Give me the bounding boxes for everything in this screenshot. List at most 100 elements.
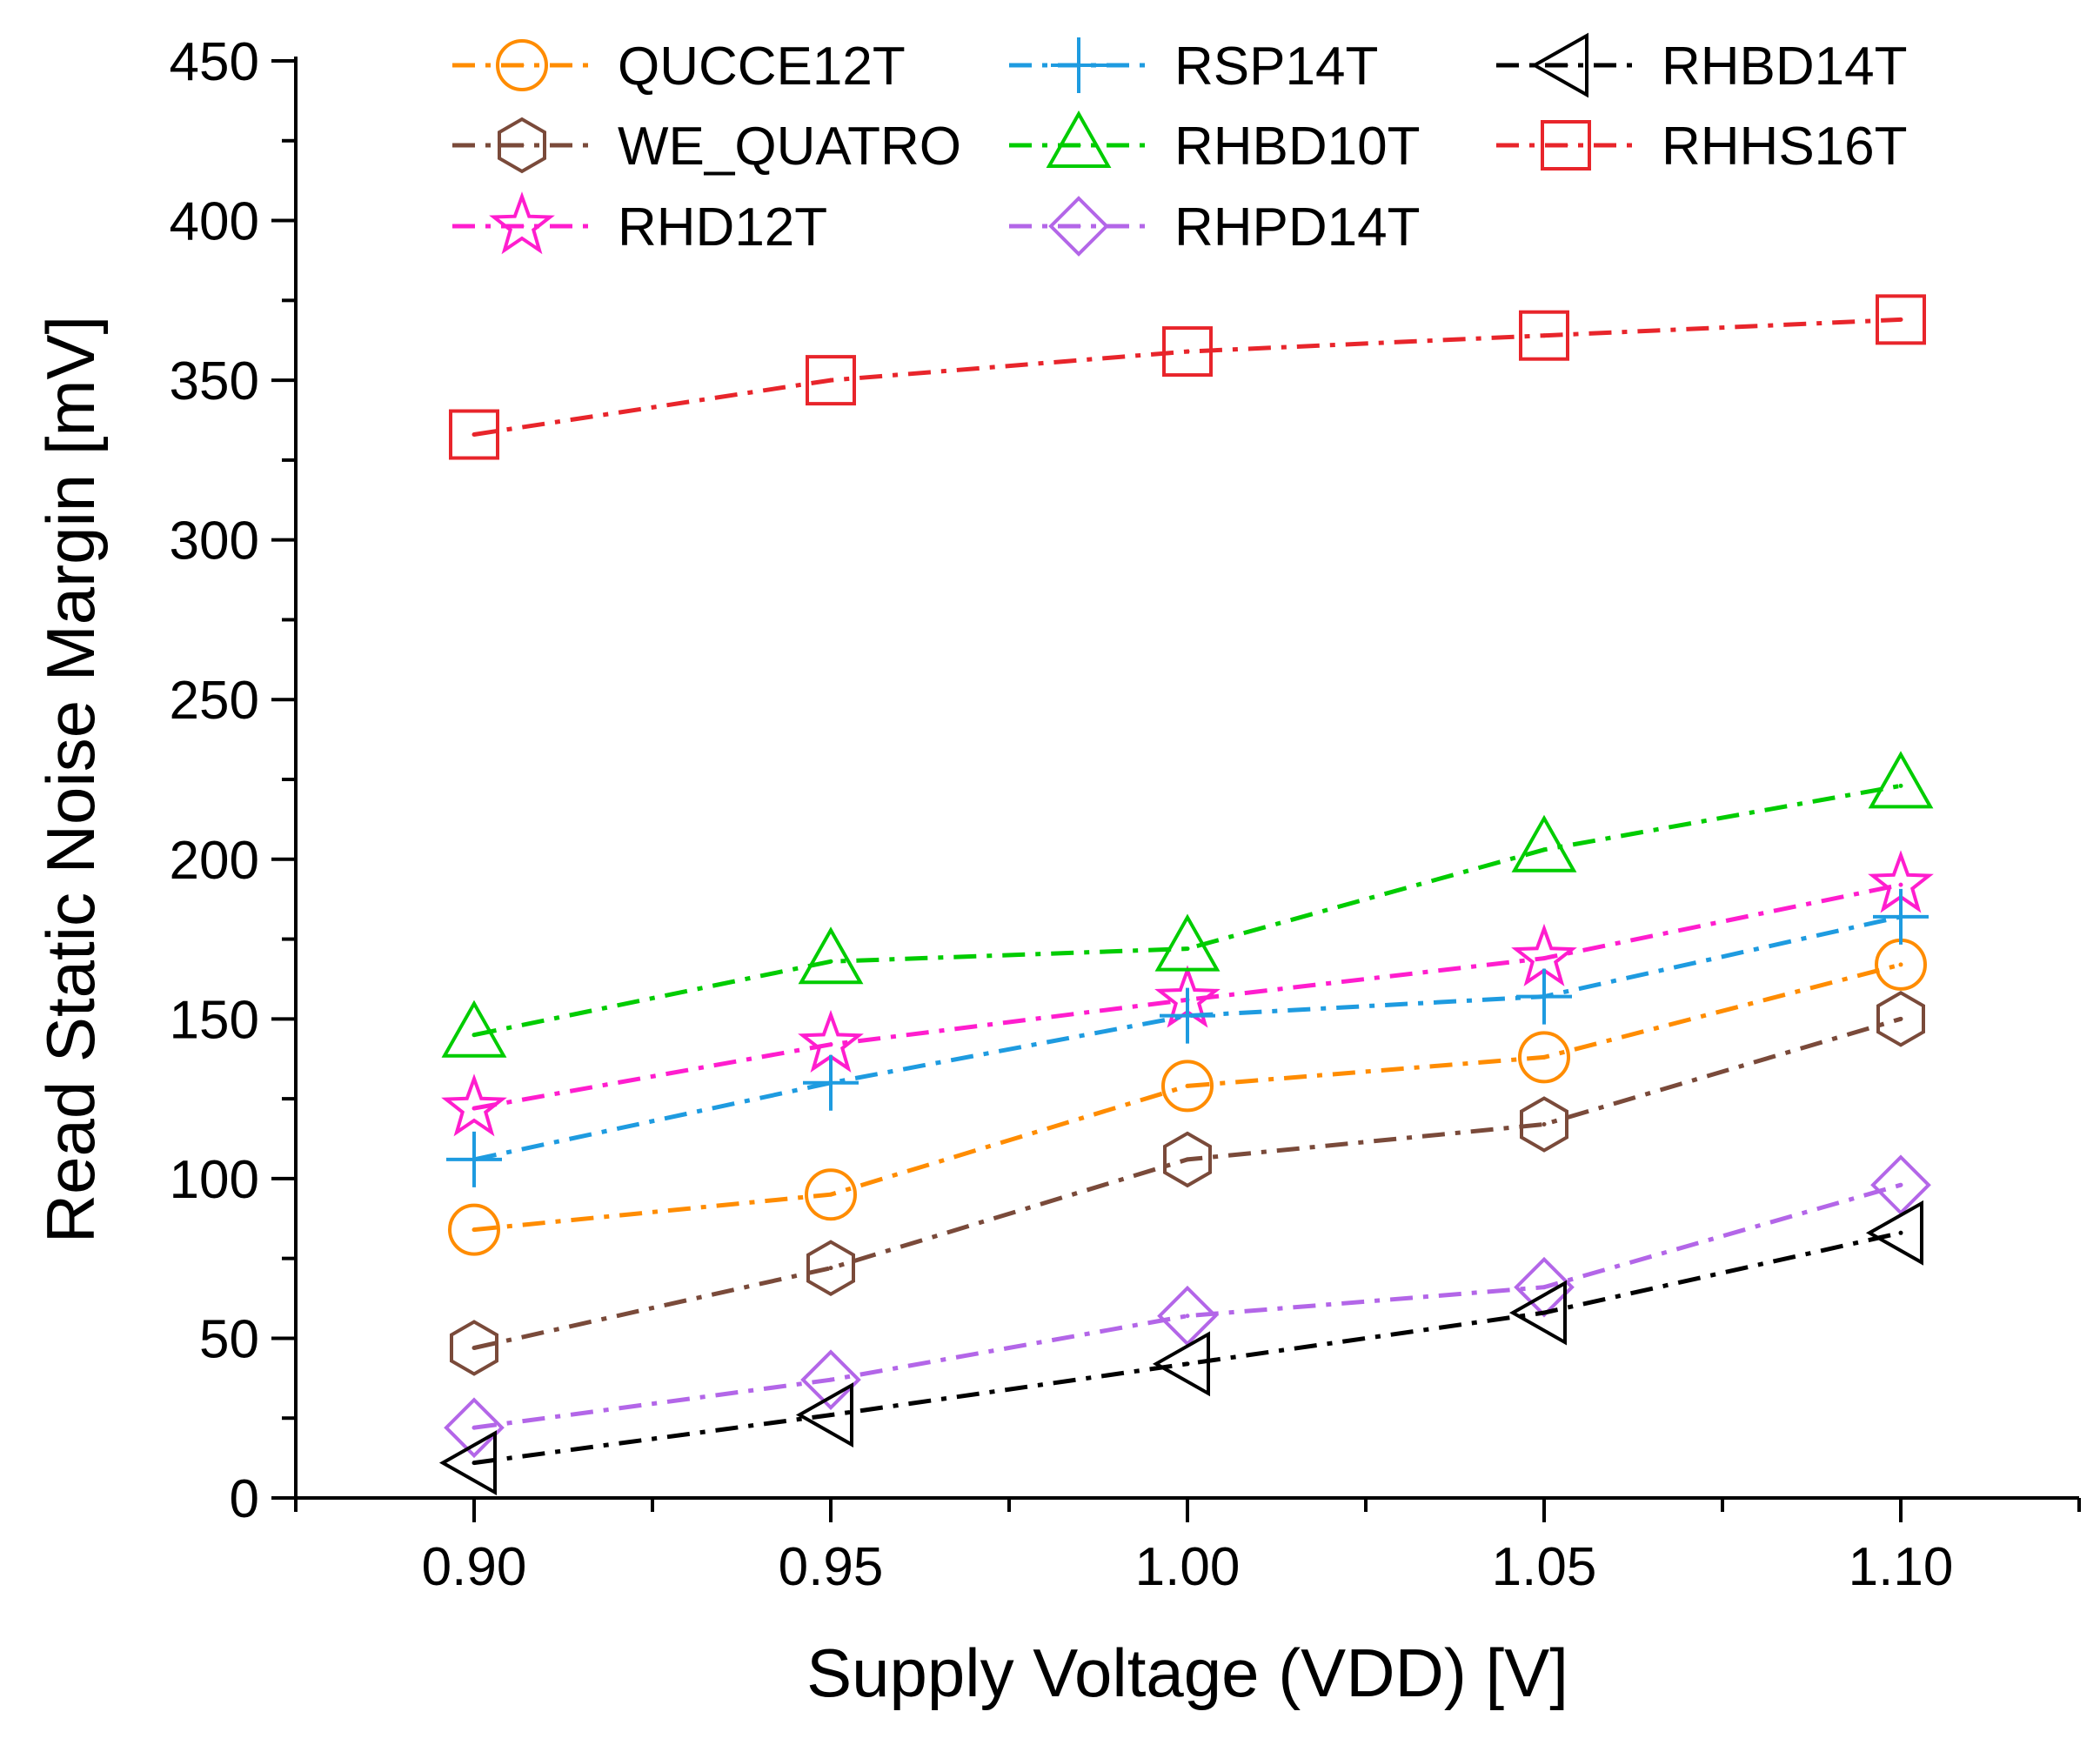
data-point	[800, 1349, 861, 1410]
legend-marker	[496, 39, 548, 91]
series-rsp14t	[446, 888, 1929, 1187]
legend-marker	[1046, 110, 1112, 168]
data-point	[1511, 814, 1577, 872]
data-point	[1519, 310, 1569, 361]
data-point-center	[1542, 1310, 1547, 1315]
data-point	[1157, 1285, 1218, 1347]
series-we-quatro	[450, 990, 1925, 1376]
data-point-center	[1185, 1013, 1190, 1019]
data-point	[1161, 1060, 1214, 1113]
legend-marker-center	[1563, 63, 1568, 68]
data-point-center	[471, 1345, 477, 1350]
data-point	[1162, 326, 1213, 378]
data-point	[806, 355, 856, 406]
series-rhpd14t	[444, 1154, 1931, 1459]
y-axis-title: Read Static Noise Margin [mV]	[32, 316, 109, 1243]
y-tick-label: 250	[170, 671, 259, 731]
data-point	[1152, 1331, 1210, 1397]
data-point-center	[828, 1080, 833, 1086]
legend-item: RHBD14T	[1496, 32, 1908, 98]
y-tick-label: 450	[170, 32, 259, 92]
data-point	[1876, 990, 1925, 1047]
legend-marker-center	[1076, 224, 1081, 229]
data-point-center	[1185, 349, 1190, 354]
legend-marker-center	[519, 63, 525, 68]
data-point-center	[1542, 847, 1547, 852]
series-line	[473, 914, 1902, 1162]
y-tick-label: 0	[230, 1469, 259, 1529]
data-point	[450, 1320, 498, 1376]
data-point-center	[1542, 956, 1547, 961]
data-point-center	[1185, 946, 1190, 952]
data-point	[441, 1073, 507, 1137]
legend-marker	[498, 117, 546, 174]
legend-item: RHD12T	[452, 191, 827, 257]
legend-label: QUCCE12T	[618, 37, 906, 97]
legend-marker-center	[1076, 63, 1081, 68]
data-point	[1154, 913, 1221, 972]
series-line	[473, 1182, 1902, 1430]
legend-label: RSP14T	[1174, 37, 1378, 97]
data-point	[1518, 1031, 1570, 1084]
legend-marker	[489, 191, 555, 255]
data-point-center	[1898, 962, 1903, 967]
series-line	[473, 317, 1902, 437]
data-point-center	[828, 1192, 833, 1197]
legend-item: RSP14T	[1009, 37, 1378, 97]
y-tick-label: 50	[199, 1309, 259, 1369]
data-point-center	[828, 1377, 833, 1382]
series-rhbd10t	[441, 751, 1934, 1058]
data-point-center	[828, 1266, 833, 1271]
data-point-center	[1542, 333, 1547, 338]
data-point	[805, 1168, 857, 1221]
data-point-center	[1898, 1230, 1903, 1235]
data-point-center	[1185, 1083, 1190, 1088]
data-point-center	[1185, 1361, 1190, 1367]
y-tick-label: 350	[170, 351, 259, 411]
y-tick-label: 150	[170, 990, 259, 1050]
legend-item: RHHS16T	[1496, 117, 1908, 177]
data-point-center	[471, 1157, 477, 1162]
data-point	[1868, 751, 1934, 809]
data-point	[449, 409, 499, 460]
data-point-center	[1898, 317, 1903, 322]
legend-marker	[1048, 196, 1109, 257]
legend-item: RHBD10T	[1009, 110, 1421, 177]
y-tick-label: 300	[170, 511, 259, 572]
data-point-center	[471, 1425, 477, 1430]
data-point	[795, 1382, 853, 1447]
legend-label: WE_QUATRO	[618, 117, 961, 177]
legend-marker-center	[519, 143, 525, 148]
data-point	[444, 1397, 505, 1459]
data-point-center	[1542, 1121, 1547, 1127]
x-tick-label: 1.05	[1492, 1537, 1597, 1597]
x-tick-label: 1.00	[1135, 1537, 1241, 1597]
legend-label: RHPD14T	[1174, 197, 1421, 257]
data-point	[1520, 1096, 1568, 1153]
legend-marker-center	[1563, 143, 1568, 148]
data-point	[1876, 294, 1926, 345]
data-point	[441, 1000, 507, 1058]
data-point	[1163, 1131, 1212, 1188]
series-line	[473, 1016, 1902, 1350]
data-point-center	[828, 959, 833, 964]
data-point-center	[471, 1106, 477, 1111]
legend-label: RHHS16T	[1662, 117, 1908, 177]
legend-item: WE_QUATRO	[452, 117, 961, 177]
data-point	[1870, 1154, 1931, 1216]
data-point-center	[1185, 1314, 1190, 1319]
data-point	[798, 926, 864, 985]
legend-label: RHBD10T	[1174, 117, 1421, 177]
data-point	[438, 1430, 497, 1496]
x-tick-label: 1.10	[1849, 1537, 1954, 1597]
legend-marker-center	[519, 224, 525, 229]
data-point-center	[471, 1461, 477, 1466]
y-tick-label: 200	[170, 831, 259, 891]
axes: 0 50 100 150 200 250 300 350 400 450 0.90 0.95 1.00 1…	[170, 32, 2081, 1597]
data-point-center	[828, 1413, 833, 1418]
data-point-center	[1542, 1054, 1547, 1060]
data-point	[1514, 1256, 1575, 1318]
data-point-center	[1898, 1182, 1903, 1187]
data-point-center	[1542, 994, 1547, 1000]
